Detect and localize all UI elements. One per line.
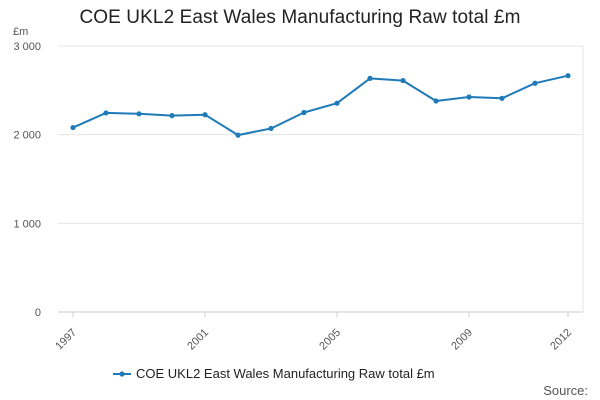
data-point[interactable] xyxy=(532,80,538,86)
chart-title: COE UKL2 East Wales Manufacturing Raw to… xyxy=(79,7,521,28)
data-point[interactable] xyxy=(136,111,142,117)
x-tick-label: 2001 xyxy=(185,327,211,353)
data-point[interactable] xyxy=(235,132,241,138)
source-label: Source: xyxy=(543,383,588,398)
data-point[interactable] xyxy=(169,113,175,119)
legend-point-marker xyxy=(119,371,125,377)
y-tick-label: 0 xyxy=(35,307,41,319)
y-axis-unit-label: £m xyxy=(13,26,28,38)
axes xyxy=(58,46,584,317)
y-tick-label: 1 000 xyxy=(13,218,41,230)
x-tick-labels: 1997 2001 2005 2009 2012 xyxy=(53,327,574,353)
legend-label[interactable]: COE UKL2 East Wales Manufacturing Raw to… xyxy=(136,366,435,381)
y-tick-labels: 0 1 000 2 000 3 000 xyxy=(13,41,41,319)
x-tick-label: 2009 xyxy=(449,327,475,353)
series xyxy=(70,73,571,138)
x-tick-label: 2012 xyxy=(548,327,574,353)
legend[interactable]: COE UKL2 East Wales Manufacturing Raw to… xyxy=(113,366,435,381)
data-point[interactable] xyxy=(70,124,76,131)
data-point[interactable] xyxy=(334,100,340,106)
data-point[interactable] xyxy=(367,75,373,81)
x-tick-label: 2005 xyxy=(317,327,343,353)
data-point[interactable] xyxy=(268,125,274,132)
y-tick-label: 3 000 xyxy=(13,41,41,53)
data-point[interactable] xyxy=(202,112,208,118)
data-point[interactable] xyxy=(565,73,571,79)
data-point[interactable] xyxy=(499,95,505,101)
data-point[interactable] xyxy=(400,77,406,84)
data-point[interactable] xyxy=(433,98,439,104)
data-point[interactable] xyxy=(466,94,472,100)
data-point[interactable] xyxy=(103,110,109,116)
x-tick-label: 1997 xyxy=(53,327,79,353)
y-tick-label: 2 000 xyxy=(13,130,41,142)
gridlines xyxy=(58,45,583,224)
data-point[interactable] xyxy=(301,109,307,116)
series-line xyxy=(72,74,569,137)
